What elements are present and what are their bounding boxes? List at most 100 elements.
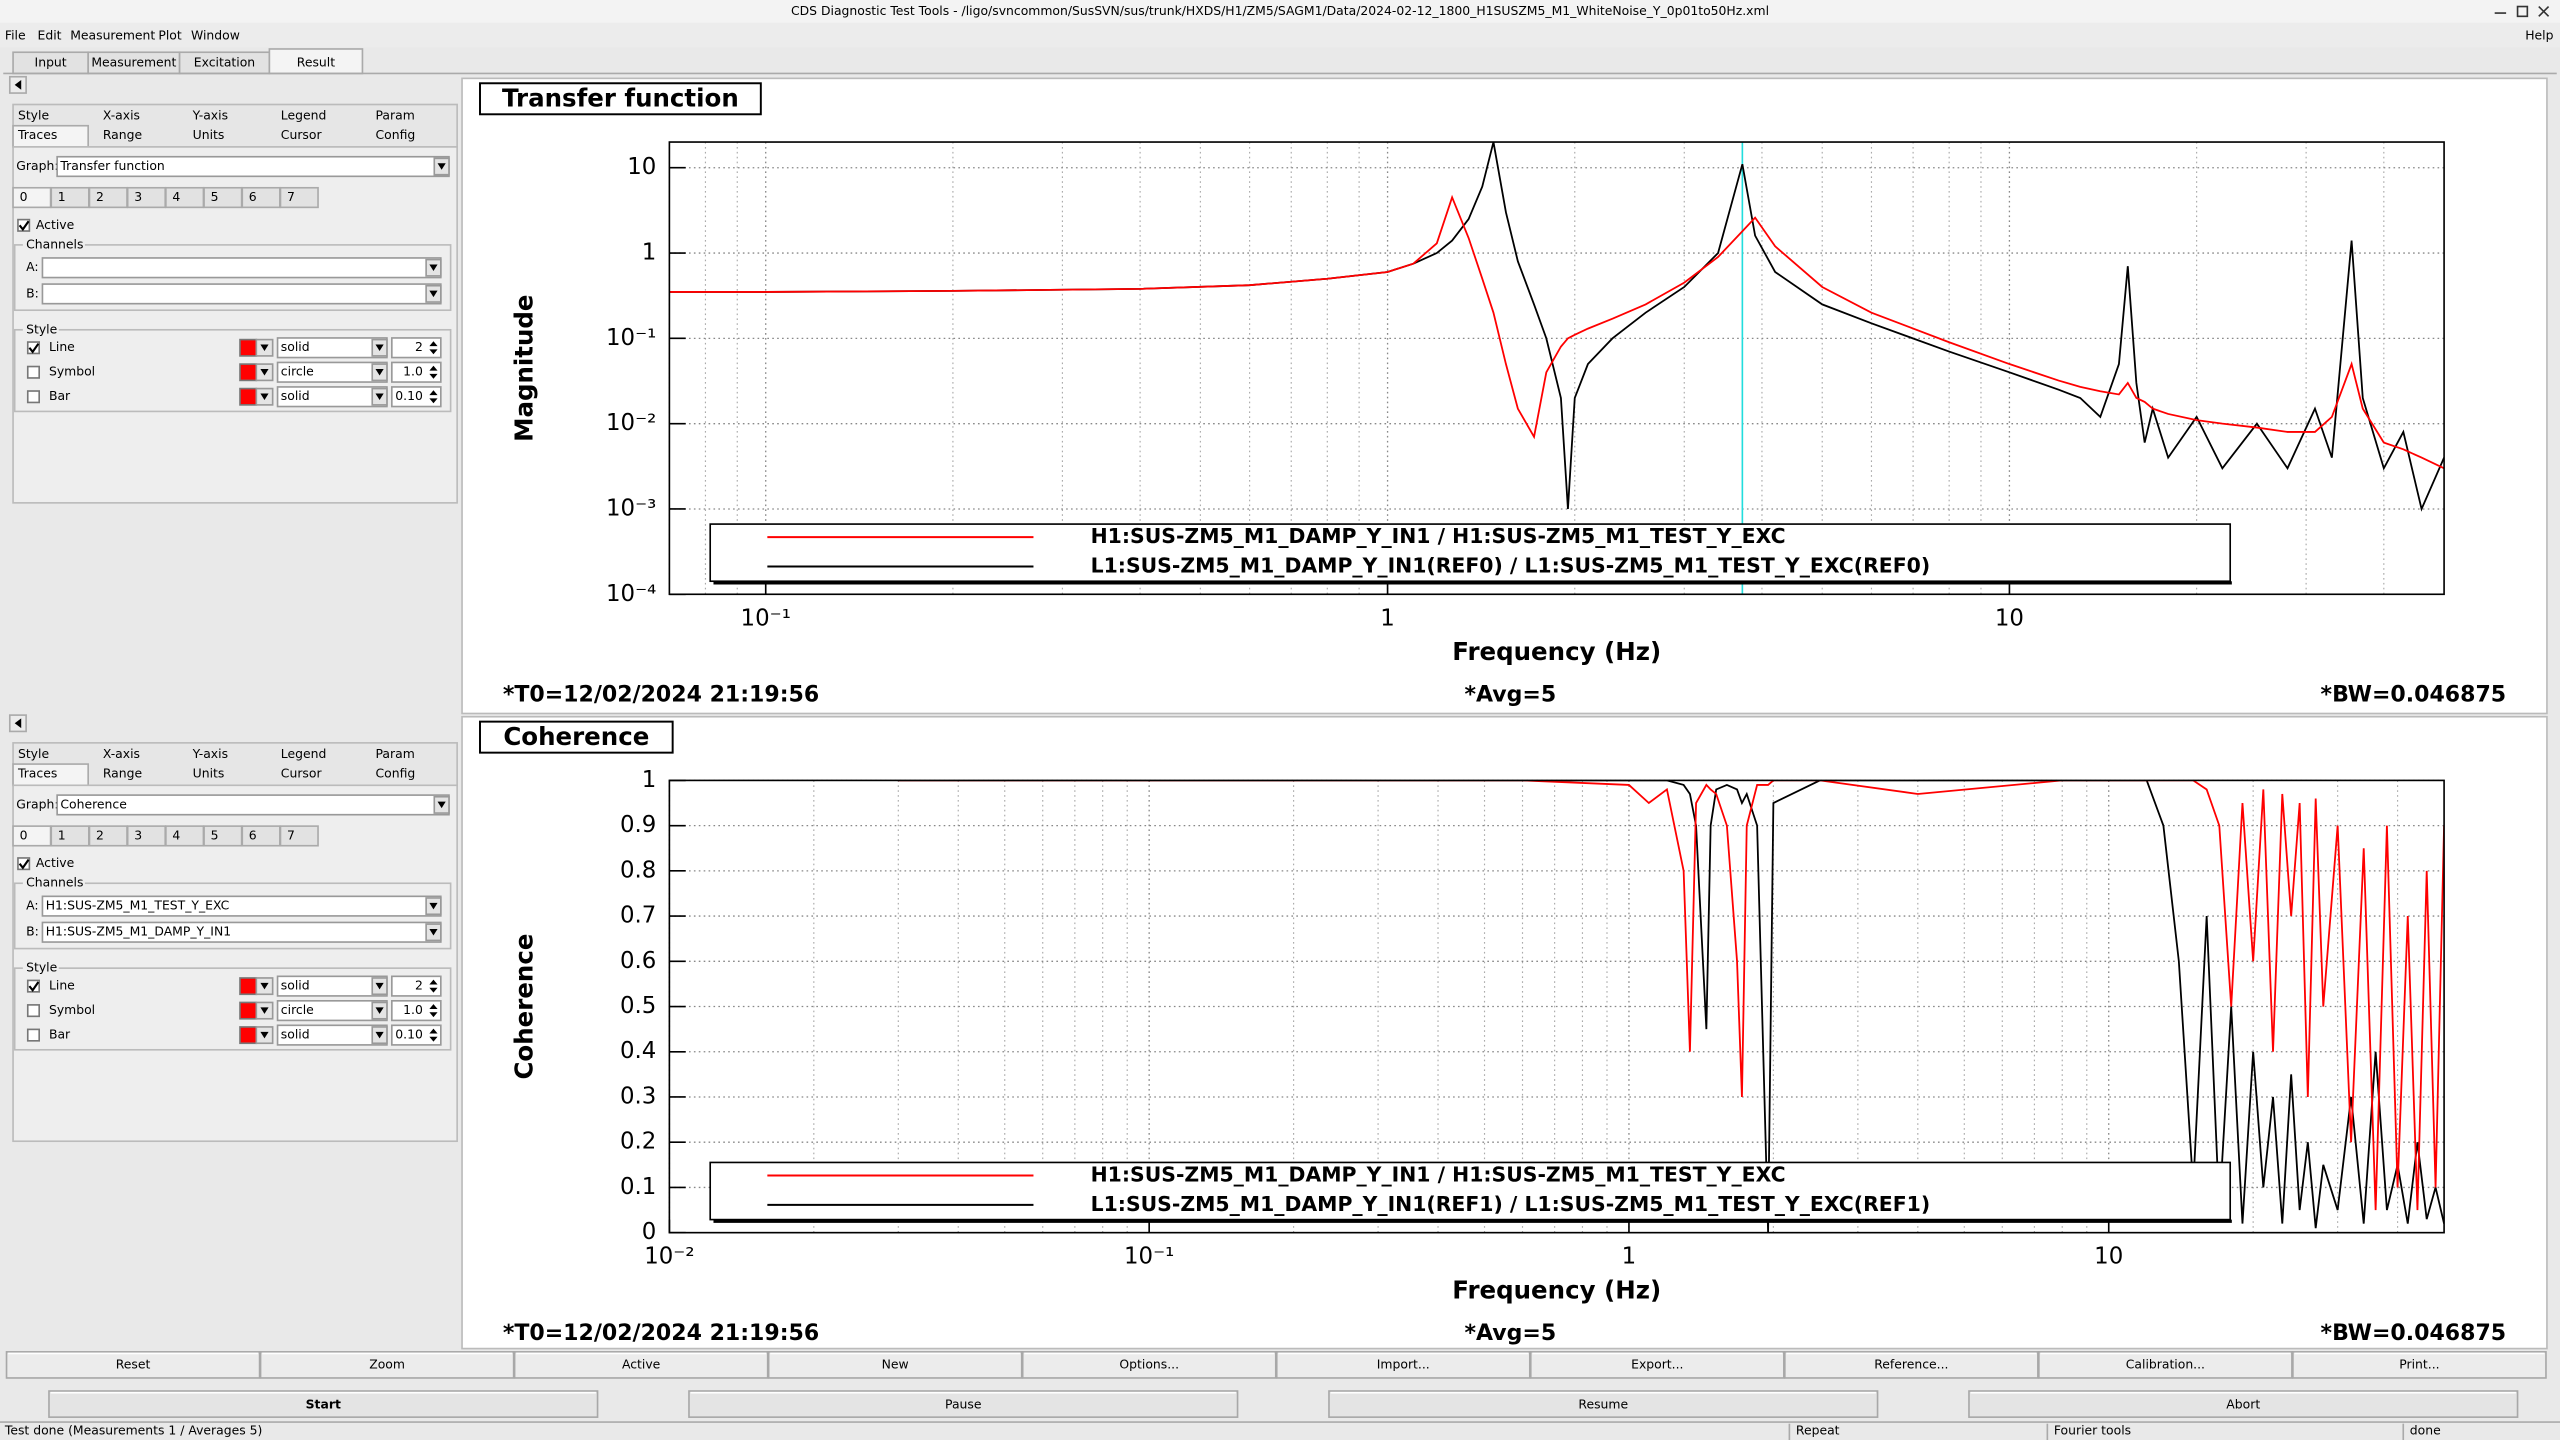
button[interactable] (2038, 1351, 2293, 1379)
label: Line (49, 339, 75, 354)
option-tab[interactable]: Range (103, 127, 142, 142)
checkbox[interactable] (17, 218, 31, 232)
color-swatch[interactable] (239, 363, 258, 382)
trace-tab-label: 5 (211, 827, 219, 842)
button-label: Zoom (369, 1356, 405, 1371)
size-spin[interactable] (391, 975, 442, 997)
status-text: Fourier tools (2054, 1423, 2131, 1438)
button[interactable] (2292, 1351, 2547, 1379)
label: solid (281, 388, 310, 403)
option-tab[interactable]: Legend (281, 107, 327, 122)
option-tab[interactable]: Config (376, 765, 416, 780)
group-label-bg (22, 876, 85, 890)
option-tab[interactable]: Param (376, 107, 415, 122)
trace-tab-label: 6 (249, 189, 257, 204)
checkbox[interactable] (17, 857, 31, 871)
label: 2 (415, 339, 423, 354)
button[interactable] (767, 1351, 1023, 1379)
trace (898, 780, 2445, 1211)
y-tick-label: 0.9 (620, 812, 656, 838)
option-tab[interactable]: Config (376, 127, 416, 142)
option-tab[interactable]: Param (376, 746, 415, 761)
group-label-bg (22, 323, 59, 337)
label: Style (26, 960, 57, 975)
option-tab[interactable]: Traces (17, 765, 57, 780)
label: 1.0 (403, 1002, 423, 1017)
option-tab[interactable]: Y-axis (192, 746, 228, 761)
button[interactable] (48, 1390, 599, 1418)
trace-tab-label: 6 (249, 827, 257, 842)
color-swatch[interactable] (239, 1026, 258, 1045)
checkbox[interactable] (26, 1004, 40, 1018)
label: Graph: (16, 158, 58, 173)
button-label: New (882, 1356, 909, 1371)
option-tab[interactable]: X-axis (103, 107, 140, 122)
label: A: (26, 898, 38, 913)
size-spin[interactable] (391, 361, 442, 383)
option-tab[interactable]: Units (193, 127, 225, 142)
checkbox[interactable] (26, 979, 40, 993)
checkbox[interactable] (26, 1028, 40, 1042)
button[interactable] (1275, 1351, 1531, 1379)
x-tick-label: 10⁻¹ (1124, 1244, 1174, 1270)
button[interactable] (1529, 1351, 1785, 1379)
style-group (13, 967, 452, 1051)
label: Symbol (49, 364, 95, 379)
button[interactable] (513, 1351, 769, 1379)
option-tab[interactable]: Units (193, 765, 225, 780)
button[interactable] (1783, 1351, 2039, 1379)
button[interactable] (688, 1390, 1239, 1418)
checkbox[interactable] (26, 365, 40, 379)
color-swatch[interactable] (239, 977, 258, 996)
option-tab[interactable]: X-axis (103, 746, 140, 761)
option-tab[interactable]: Style (18, 746, 49, 761)
trace-tab[interactable] (279, 186, 319, 209)
option-tab[interactable]: Legend (281, 746, 327, 761)
button-label: Print... (2399, 1356, 2439, 1371)
trace-tab-label: 3 (134, 189, 142, 204)
size-spin[interactable] (391, 386, 442, 408)
menu-item: Help (2525, 27, 2553, 42)
option-tab[interactable]: Cursor (281, 765, 323, 780)
trace-tab-label: 7 (287, 189, 295, 204)
plot-frame (668, 141, 2445, 596)
label: solid (281, 1027, 310, 1042)
option-tab[interactable]: Traces (17, 127, 57, 142)
button[interactable] (1021, 1351, 1277, 1379)
option-tab[interactable]: Style (18, 107, 49, 122)
size-spin[interactable] (391, 1024, 442, 1046)
tab[interactable] (268, 48, 364, 75)
button[interactable] (1968, 1390, 2519, 1418)
group-label-bg (22, 238, 85, 252)
size-spin[interactable] (391, 337, 442, 359)
y-tick-label: 0.7 (620, 903, 656, 929)
label: Active (36, 855, 74, 870)
arrow-icon (14, 718, 22, 729)
annotation: *Avg=5 (1464, 1321, 1556, 1346)
trace-tab-label: 1 (58, 827, 66, 842)
channel-combo[interactable] (41, 283, 442, 305)
channel-combo[interactable] (41, 257, 442, 279)
button[interactable] (259, 1351, 515, 1379)
button[interactable] (1328, 1390, 1879, 1418)
checkbox[interactable] (26, 341, 40, 355)
y-tick-label: 0.3 (620, 1083, 656, 1109)
color-swatch[interactable] (239, 387, 258, 406)
combo-arrow (429, 902, 438, 910)
option-tab[interactable]: Range (103, 765, 142, 780)
button-label: Start (306, 1396, 341, 1411)
label: solid (281, 339, 310, 354)
button[interactable] (5, 1351, 261, 1379)
checkbox[interactable] (26, 390, 40, 404)
trace-tab[interactable] (279, 825, 319, 847)
option-tab[interactable]: Cursor (281, 127, 323, 142)
color-swatch[interactable] (239, 338, 258, 357)
size-spin[interactable] (391, 1000, 442, 1022)
color-swatch[interactable] (239, 1001, 258, 1020)
option-tab[interactable]: Y-axis (192, 107, 228, 122)
spin-arrows (429, 1028, 438, 1042)
window-title: CDS Diagnostic Test Tools - /ligo/svncom… (791, 3, 1769, 18)
y-tick-label: 0 (642, 1219, 657, 1245)
window-controls[interactable] (2494, 5, 2550, 18)
x-tick-label: 10⁻¹ (741, 605, 791, 631)
